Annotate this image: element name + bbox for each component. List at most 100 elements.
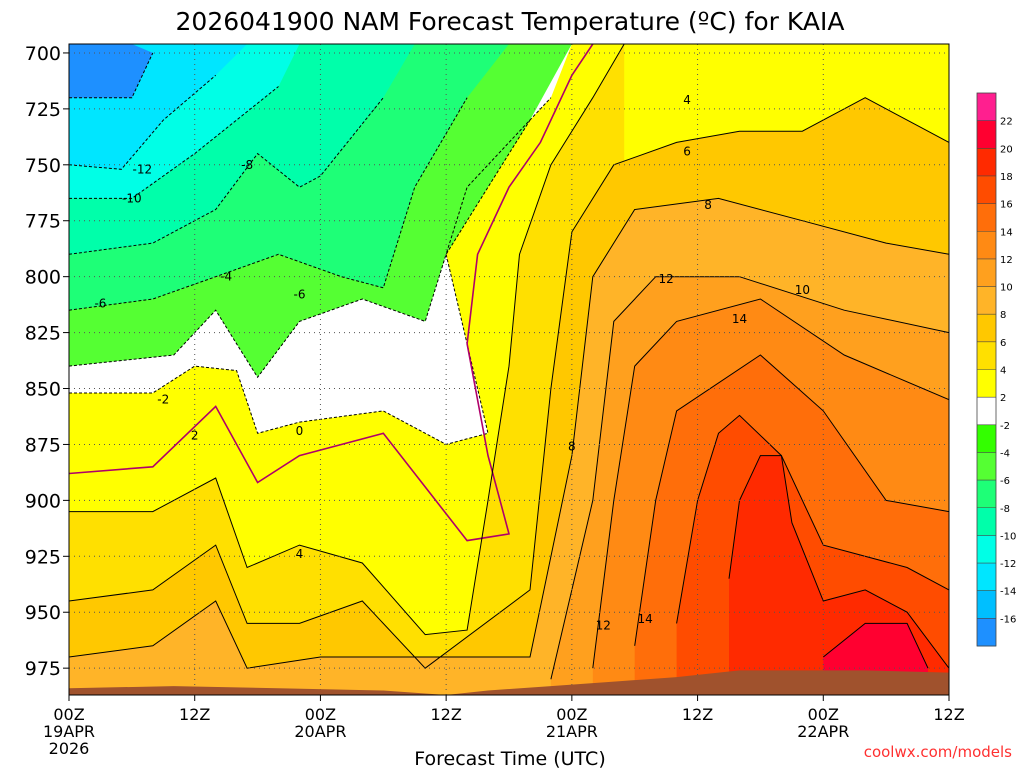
x-tick-year: 2026 [49,739,90,758]
y-tick-label: 900 [25,490,61,512]
plot-frame [68,43,950,696]
colorbar-swatch [977,369,996,398]
x-tick-label: 00Z [808,705,839,724]
colorbar-label: -12 [1000,559,1016,570]
terrain [69,670,949,695]
grid-lines [69,44,949,695]
contour--12 [69,74,217,170]
colorbar-swatch [977,175,996,205]
x-tick-label: 12Z [430,705,461,724]
colorbar-swatch [977,452,996,481]
colorbar-label: -8 [1000,504,1010,515]
site-credit[interactable]: coolwx.com/models [864,743,1012,761]
colorbar-swatch [977,535,996,564]
colorbar-swatch [977,507,996,536]
contour-labels: -12 -10 -8 -6 -6 -4 -2 0 2 4 4 6 8 8 10 12 12 14 14 [94,93,810,633]
contour-label: 14 [732,312,747,326]
contour--16 [69,52,154,99]
x-tick-label: 00Z [53,705,84,724]
colorbar-label: -14 [1000,587,1016,598]
contour-label: 6 [683,144,691,158]
colorbar-swatch [977,148,996,177]
y-axis: 700 725 750 775 800 825 850 875 900 925 950 975 [25,43,69,680]
colorbar-swatch [977,480,996,509]
contour-16 [676,414,949,624]
y-tick-label: 975 [25,658,61,680]
contour-label: 2 [191,428,199,442]
y-tick-label: 825 [25,323,61,345]
x-tick-date: 19APR [43,722,95,741]
colorbar-label: 4 [1000,366,1006,377]
colorbar-label: 10 [1000,283,1013,294]
contour-label: 8 [704,198,712,212]
band-4 [69,44,949,695]
contour-label: -10 [122,191,142,205]
colorbar-label: -4 [1000,448,1010,459]
contour-12 [592,298,949,669]
colorbar-label: 16 [1000,200,1013,211]
colorbar-swatch [977,563,996,592]
x-tick-label: 00Z [556,705,587,724]
contour-8 [69,197,949,669]
contour-2 [69,44,594,542]
colorbar-label: -2 [1000,421,1010,432]
colorbar-swatch [977,397,996,426]
x-axis-label: Forecast Time (UTC) [414,748,605,768]
contour-6 [69,97,949,669]
contour-label: 4 [683,93,691,107]
y-tick-label: 950 [25,602,61,624]
contour-label: 4 [296,547,304,561]
colorbar-swatch [977,120,996,149]
y-tick-label: 925 [25,546,61,568]
colorbar-label: 14 [1000,227,1013,238]
colorbar-label: -6 [1000,476,1010,487]
x-tick-label: 00Z [305,705,336,724]
colorbar-swatch [977,314,996,343]
y-tick-label: 725 [25,99,61,121]
region--16 [69,44,153,98]
colorbar-swatch [977,341,996,370]
contour-label: 12 [596,619,611,633]
contour-10 [550,276,949,680]
colorbar-label: -16 [1000,614,1016,625]
colorbar-label: 2 [1000,393,1006,404]
x-tick-label: 12Z [933,705,964,724]
x-tick-label: 12Z [682,705,713,724]
y-tick-label: 800 [25,267,61,289]
contour-label: 10 [795,283,810,297]
colorbar-label: 22 [1000,117,1013,128]
contour--2 [69,97,552,445]
contour-18 [728,455,949,669]
contour-label: -4 [220,270,232,284]
contour-label: 8 [568,440,576,454]
contour-lines [69,44,949,680]
x-tick-label: 12Z [179,705,210,724]
colorbar-label: -10 [1000,531,1016,542]
contour-4 [69,44,625,636]
y-tick-label: 875 [25,434,61,456]
contour-20 [822,622,929,669]
colorbar-swatch [977,93,996,122]
contour-label: 14 [638,612,653,626]
y-tick-label: 775 [25,211,61,233]
plot-area: -12 -10 -8 -6 -6 -4 -2 0 2 4 4 6 8 8 10 12 12 14 14 [69,44,949,695]
x-tick-date: 20APR [294,722,346,741]
x-tick-date: 22APR [797,722,849,741]
y-tick-label: 850 [25,379,61,401]
colorbar-label: 12 [1000,255,1013,266]
contour-14 [634,354,949,646]
colorbar-swatch [977,203,996,232]
contour--8 [69,97,384,255]
contour--4 [69,119,531,379]
chart-title: 2026041900 NAM Forecast Temperature (ºC)… [176,7,845,36]
colorbar-swatch [977,286,996,315]
contour-label: -6 [94,297,106,311]
contour--6 [69,97,468,311]
colorbar: 22 20 18 16 14 12 10 8 6 4 2 -2 -4 -6 -8 -10 -12 -14 -16 [976,92,1016,647]
colorbar-swatch [977,618,996,647]
contour-label: -12 [133,162,153,176]
colorbar-label: 8 [1000,310,1006,321]
contour-label: 0 [296,424,304,438]
